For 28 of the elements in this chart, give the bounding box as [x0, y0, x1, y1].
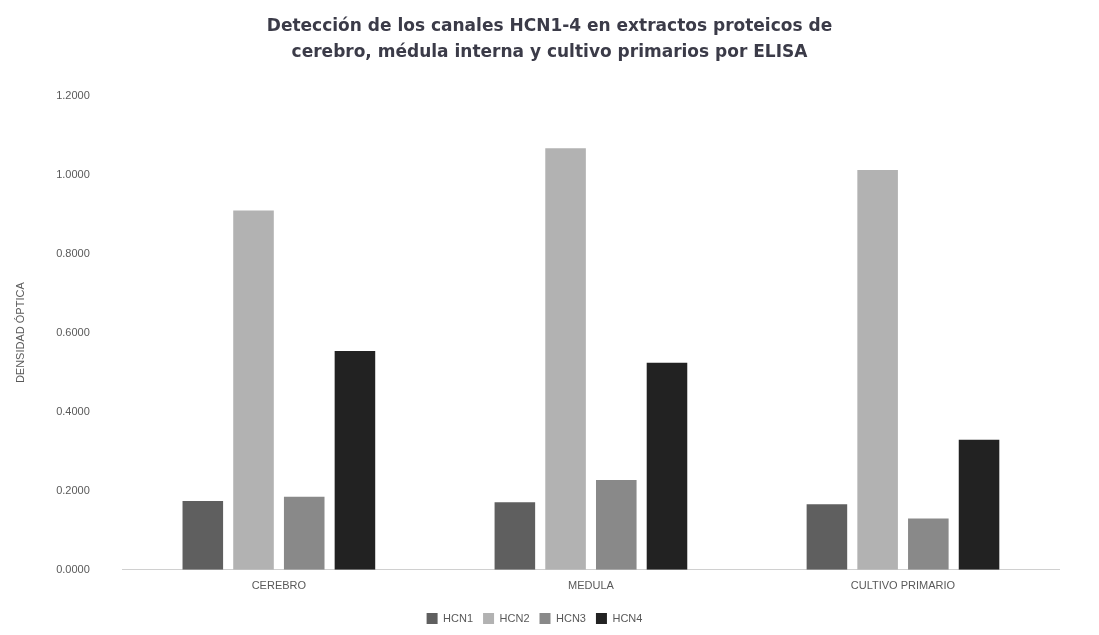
- legend-label: HCN1: [443, 611, 474, 624]
- bar: [806, 504, 848, 570]
- bar: [283, 496, 325, 570]
- bar: [857, 169, 898, 570]
- bar: [334, 350, 376, 570]
- bar: [908, 518, 949, 570]
- y-axis-title: DENSIDAD ÓPTICA: [13, 281, 26, 384]
- x-tick-label: CULTIVO PRIMARIO: [850, 579, 956, 592]
- y-tick-label: 0.6000: [56, 325, 90, 338]
- y-tick-label: 1.2000: [56, 88, 90, 101]
- legend-label: HCN2: [499, 611, 530, 624]
- y-tick-label: 0.2000: [56, 483, 90, 496]
- legend-label: HCN3: [556, 611, 586, 624]
- bar: [494, 502, 536, 570]
- bar: [233, 210, 274, 570]
- bar: [595, 480, 637, 570]
- bar: [545, 148, 586, 570]
- legend-label: HCN4: [612, 611, 643, 624]
- y-tick-label: 0.4000: [56, 404, 90, 417]
- bar: [958, 439, 1000, 570]
- x-tick-label: CEREBRO: [251, 579, 307, 592]
- bar: [646, 362, 688, 570]
- bar: [182, 501, 224, 570]
- y-tick-label: 1.0000: [56, 167, 90, 180]
- y-tick-label: 0.0000: [56, 562, 90, 575]
- y-tick-label: 0.8000: [56, 246, 90, 259]
- x-tick-label: MEDULA: [568, 579, 615, 592]
- chart-title: Detección de los canales HCN1-4 en extractos proteicos de cerebro, médula interna y cultivo primarios por ELISA: [265, 14, 834, 63]
